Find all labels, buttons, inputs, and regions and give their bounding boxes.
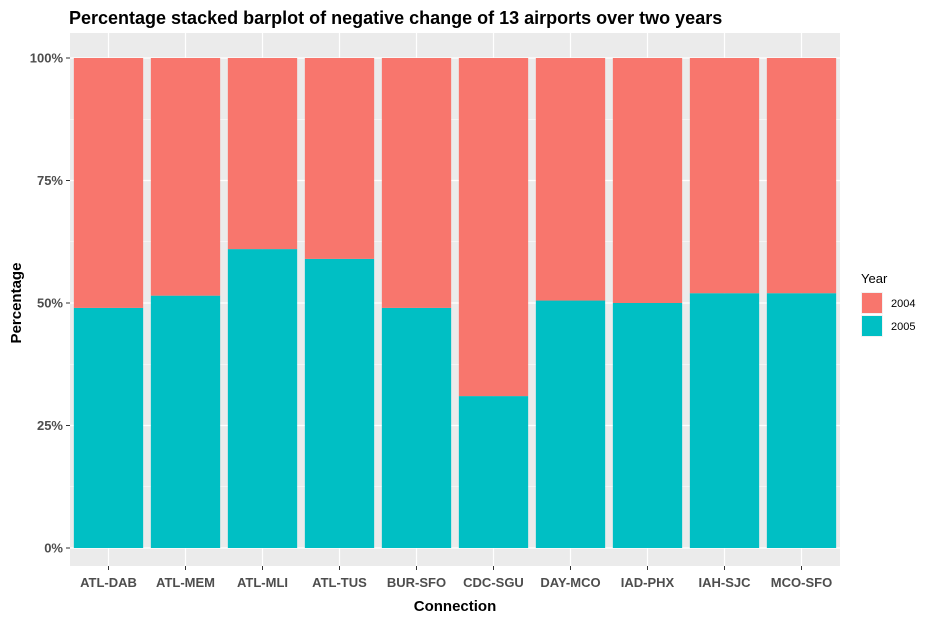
- bar-IAH-SJC-2005: [689, 293, 760, 548]
- legend-key-2004: [862, 293, 882, 313]
- y-axis-title: Percentage: [8, 263, 25, 344]
- chart-title: Percentage stacked barplot of negative c…: [69, 8, 722, 28]
- bar-ATL-MEM-2004: [150, 58, 221, 296]
- x-axis-title: Connection: [414, 598, 497, 615]
- y-tick-label: 50%: [37, 296, 63, 311]
- bar-ATL-MLI-2005: [227, 249, 298, 548]
- x-tick-label: DAY-MCO: [540, 575, 600, 590]
- bar-ATL-MLI-2004: [227, 58, 298, 250]
- legend-label: 2005: [891, 321, 915, 333]
- bar-ATL-TUS-2004: [304, 58, 375, 259]
- bar-BUR-SFO-2004: [381, 58, 452, 308]
- bar-ATL-DAB-2005: [73, 307, 144, 548]
- bar-MCO-SFO-2005: [766, 293, 837, 548]
- legend: Year 2004 2005: [861, 271, 915, 337]
- x-tick-label: MCO-SFO: [771, 575, 832, 590]
- x-tick-label: ATL-MLI: [237, 575, 288, 590]
- bar-IAD-PHX-2005: [612, 303, 683, 548]
- bars: [73, 58, 837, 548]
- y-axis: 0% 25% 50% 75% 100%: [30, 51, 70, 556]
- bar-DAY-MCO-2005: [535, 300, 606, 548]
- y-tick-label: 100%: [30, 51, 64, 66]
- bar-DAY-MCO-2004: [535, 58, 606, 301]
- x-tick-label: ATL-TUS: [312, 575, 367, 590]
- bar-ATL-DAB-2004: [73, 58, 144, 308]
- bar-IAH-SJC-2004: [689, 58, 760, 294]
- bar-MCO-SFO-2004: [766, 58, 837, 294]
- bar-IAD-PHX-2004: [612, 58, 683, 303]
- x-tick-label: CDC-SGU: [463, 575, 524, 590]
- y-tick-label: 25%: [37, 418, 63, 433]
- x-tick-label: IAD-PHX: [621, 575, 675, 590]
- bar-BUR-SFO-2005: [381, 307, 452, 548]
- x-tick-label: BUR-SFO: [387, 575, 446, 590]
- bar-ATL-TUS-2005: [304, 258, 375, 548]
- x-axis: ATL-DAB ATL-MEM ATL-MLI ATL-TUS BUR-SFO CDC-S…: [80, 566, 832, 590]
- legend-key-2005: [862, 316, 882, 336]
- legend-title: Year: [861, 271, 888, 286]
- legend-label: 2004: [891, 298, 915, 310]
- bar-CDC-SGU-2004: [458, 58, 529, 397]
- y-tick-label: 75%: [37, 173, 63, 188]
- bar-CDC-SGU-2005: [458, 396, 529, 548]
- x-tick-label: IAH-SJC: [698, 575, 751, 590]
- bar-ATL-MEM-2005: [150, 295, 221, 548]
- y-tick-label: 0%: [44, 541, 63, 556]
- x-tick-label: ATL-MEM: [156, 575, 215, 590]
- x-tick-label: ATL-DAB: [80, 575, 137, 590]
